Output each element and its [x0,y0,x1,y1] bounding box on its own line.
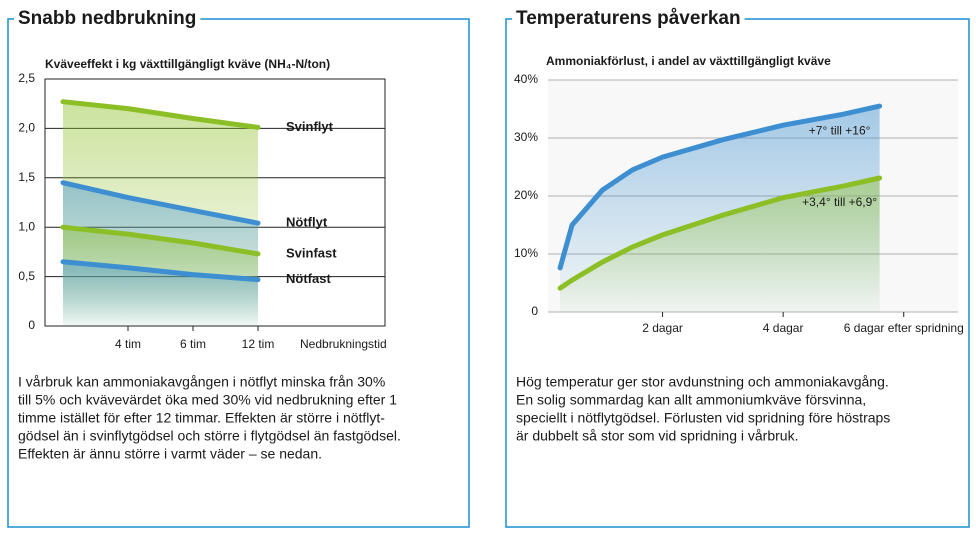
description-line: speciellt i nötflytgödsel. Förlusten vid… [516,410,890,426]
series-label: Nötflyt [286,215,328,230]
x-tick-label: 2 dagar [642,321,683,335]
x-axis-label: Nedbrukningstid [300,337,387,351]
y-tick-label: 0 [28,318,35,332]
series-label: +3,4° till +6,9° [802,195,877,209]
y-tick-label: 2,5 [18,71,35,85]
y-tick-label: 1,5 [18,170,35,184]
series-label: Svinflyt [286,119,334,134]
series-line [60,180,261,226]
panel-frame [7,18,470,528]
y-tick-label: 1,0 [18,219,35,233]
description-line: En solig sommardag kan allt ammoniumkväv… [516,392,866,408]
description-line: gödsel än i svinflytgödsel och större i … [18,428,401,444]
y-tick-label: 40% [514,72,538,86]
series-label: +7° till +16° [809,123,871,137]
y-tick-label: 0 [531,304,538,318]
y-tick-label: 0,5 [18,269,35,283]
title-backing [14,8,201,30]
x-tick-label: 6 tim [180,337,206,351]
description-line: Effekten är ännu större i varmt väder – … [18,446,322,462]
y-tick-label: 30% [514,130,538,144]
y-tick-label: 10% [514,246,538,260]
series-line [557,175,883,291]
description-line: timme istället för efter 12 timmar. Effe… [18,410,385,426]
x-tick-label: 12 tim [242,337,275,351]
description-line: är dubbelt så stor som vid spridning i v… [516,428,798,444]
series-label: Svinfast [286,245,337,260]
series-line [557,103,883,271]
y-tick-label: 2,0 [18,121,35,135]
panel-title: Snabb nedbrukning [18,8,196,29]
series-line [60,259,261,283]
series-line [60,224,261,257]
description-line: till 5% och kvävevärdet öka med 30% vid … [18,392,397,408]
title-backing [512,8,745,30]
chart-subtitle: Ammoniakförlust, i andel av växttillgäng… [546,54,831,68]
x-tick-label: 4 dagar [763,321,804,335]
x-tick-label: 4 tim [115,337,141,351]
series-label: Nötfast [286,271,331,286]
chart-subtitle: Kväveeffekt i kg växttillgängligt kväve … [45,57,330,71]
panel-title: Temperaturens påverkan [516,8,741,29]
x-tick-label: 6 dagar efter spridning [844,321,964,335]
series-area [560,178,880,312]
description-line: I vårbruk kan ammoniakavgången i nötflyt… [18,374,385,390]
description-line: Hög temperatur ger stor avdunstning och … [516,374,889,390]
y-tick-label: 20% [514,188,538,202]
series-line [60,99,261,130]
